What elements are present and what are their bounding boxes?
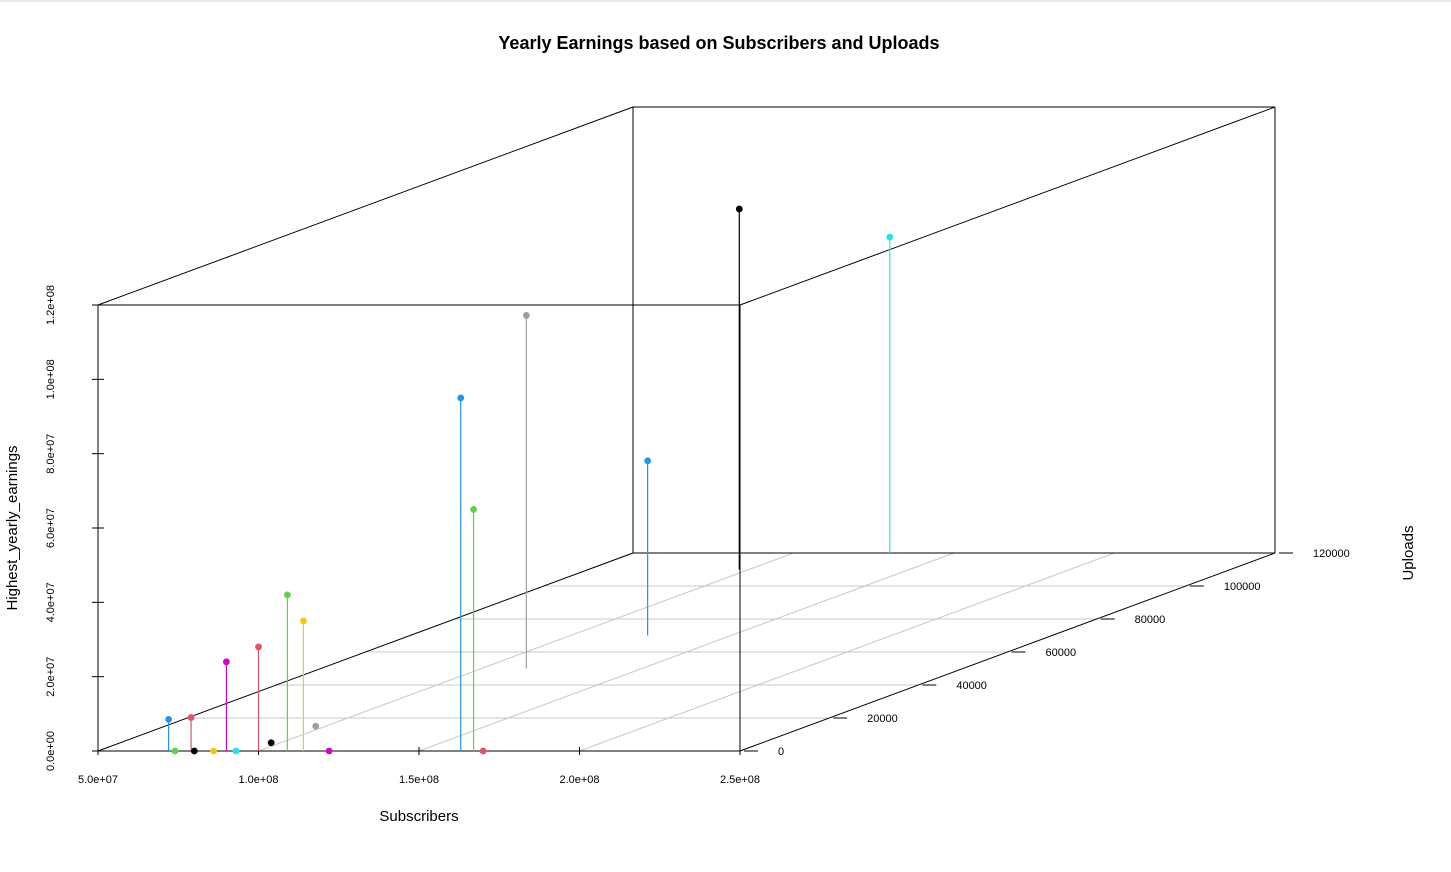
data-point [190,747,198,755]
z-tick-label: 4.0e+07 [45,582,57,622]
box-edge [97,552,634,752]
data-point [325,747,333,755]
z-tick-label: 0.0e+00 [45,731,57,771]
y-tick-label: 60000 [1046,647,1077,659]
x-tick-label: 1.0e+08 [238,774,278,786]
data-point [735,205,743,213]
data-point [171,747,179,755]
y-tick-label: 20000 [867,713,898,725]
top-border [0,0,1451,2]
data-point [187,714,195,721]
floor-gridlines [97,552,1276,752]
x-tick-label: 2.5e+08 [720,774,760,786]
y-tick-label: 100000 [1224,581,1261,593]
data-point [255,643,262,651]
z-tick-label: 1.2e+08 [45,285,57,325]
data-point [522,312,530,319]
x-tick-label: 1.5e+08 [399,774,439,786]
data-point [232,747,240,755]
data-point [479,747,487,755]
data-point [165,716,173,723]
chart-title: Yearly Earnings based on Subscribers and… [498,33,939,53]
y-tick-label: 120000 [1313,548,1350,560]
z-tick-label: 1.0e+08 [45,359,57,399]
data-point [210,747,217,755]
data-point [644,457,652,465]
y-axis-title: Uploads [1400,525,1417,580]
data-point [470,506,477,513]
data-point [457,394,465,402]
data-point [886,233,894,241]
box-edge [739,552,1276,752]
data-point [312,722,320,730]
z-axis-title: Highest_yearly_earnings [4,445,21,610]
data-point [300,617,307,625]
z-tick-label: 6.0e+07 [45,508,57,548]
y-tick-label: 80000 [1135,614,1166,626]
x-tick-label: 2.0e+08 [559,774,599,786]
data-point [267,739,275,747]
z-axis: 0.0e+00 2.0e+07 4.0e+07 6.0e+07 8.0e+07 1.0e+… [45,285,104,771]
x-axis: 5.0e+07 1.0e+08 1.5e+08 2.0e+08 2.5e+08 [78,747,760,786]
z-tick-label: 8.0e+07 [45,434,57,474]
y-axis: 0 20000 40000 60000 80000 100000 120000 [744,548,1350,758]
data-points [165,205,894,755]
box-edge [739,106,1276,306]
y-tick-label: 40000 [956,680,987,692]
data-point [223,658,230,666]
box-edge [97,106,634,306]
data-point [283,591,291,599]
plot-box [97,106,1276,752]
y-tick-label: 0 [778,746,784,758]
x-axis-title: Subscribers [379,808,458,825]
z-tick-label: 2.0e+07 [45,657,57,697]
x-tick-label: 5.0e+07 [78,774,118,786]
